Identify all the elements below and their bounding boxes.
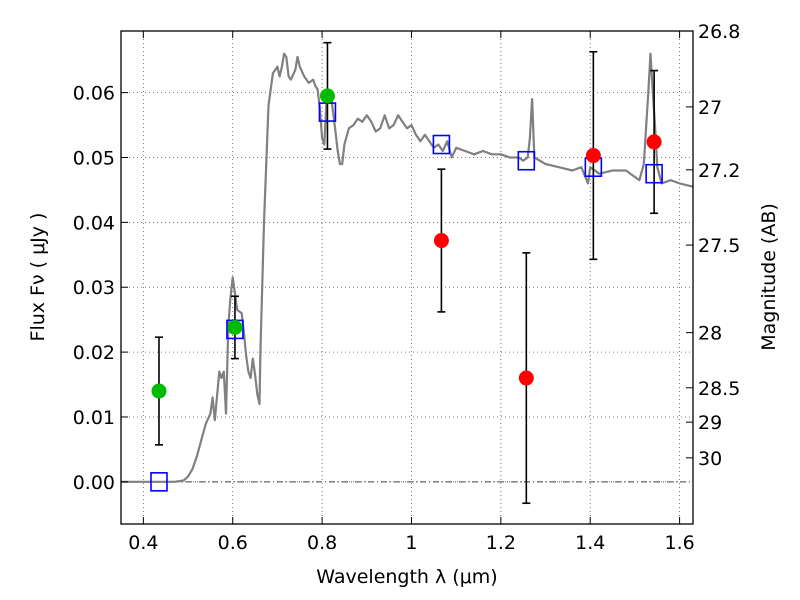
synthetic-photometry-square [150, 472, 168, 492]
model-spectrum-layer [121, 52, 694, 483]
y-tick-label: 0.03 [73, 277, 115, 299]
x-axis-ticks: 0.4 0.6 0.8 1 1.2 1.4 1.6 [128, 31, 695, 554]
magnitude-tick-label: 30 [698, 448, 722, 470]
magnitude-tick-label: 28 [698, 323, 722, 345]
y-tick-label: 0.04 [73, 212, 115, 234]
model-spectrum-line [121, 52, 694, 483]
magnitude-axis-ticks: 26.8 27 27.2 27.5 28 28.5 29 30 [686, 21, 740, 470]
x-tick-label: 1.6 [664, 532, 694, 554]
magnitude-tick-label: 27.2 [698, 160, 740, 182]
observed-points-layer [151, 88, 662, 399]
detection-point [319, 88, 335, 104]
plot-frame [120, 30, 694, 525]
synthetic-photometry-square [645, 163, 663, 184]
y-tick-label: 0.01 [73, 407, 115, 429]
x-tick-label: 1.2 [486, 532, 516, 554]
y-tick-label: 0.00 [73, 472, 115, 494]
y-tick-label: 0.05 [73, 147, 115, 169]
x-tick-label: 0.8 [307, 532, 337, 554]
upper-limit-point [433, 233, 449, 249]
x-tick-label: 0.6 [218, 532, 248, 554]
plot-background [121, 31, 693, 524]
x-axis-label: Wavelength λ (μm) [316, 566, 497, 588]
upper-limit-point [646, 134, 662, 150]
synthetic-photometry-square [432, 134, 451, 155]
x-tick-label: 1 [405, 532, 417, 554]
detection-point [227, 319, 243, 335]
upper-limit-point [518, 370, 534, 386]
magnitude-axis-label: Magnitude (AB) [758, 203, 780, 351]
detection-point [151, 383, 167, 399]
magnitude-tick-label: 27 [698, 97, 722, 119]
synthetic-photometry-square [517, 150, 536, 171]
magnitude-tick-label: 28.5 [698, 378, 740, 400]
magnitude-tick-label: 27.5 [698, 235, 740, 257]
x-tick-label: 1.4 [575, 532, 605, 554]
upper-limit-point [585, 148, 601, 164]
y-axis-label: Flux Fν ( μJy ) [27, 213, 49, 342]
y-axis-ticks: 0.00 0.01 0.02 0.03 0.04 0.05 0.06 [73, 83, 128, 494]
y-tick-label: 0.02 [73, 342, 115, 364]
magnitude-tick-label: 29 [698, 412, 722, 434]
y-tick-label: 0.06 [73, 83, 115, 105]
x-tick-label: 0.4 [128, 532, 158, 554]
magnitude-tick-label: 26.8 [698, 21, 740, 43]
